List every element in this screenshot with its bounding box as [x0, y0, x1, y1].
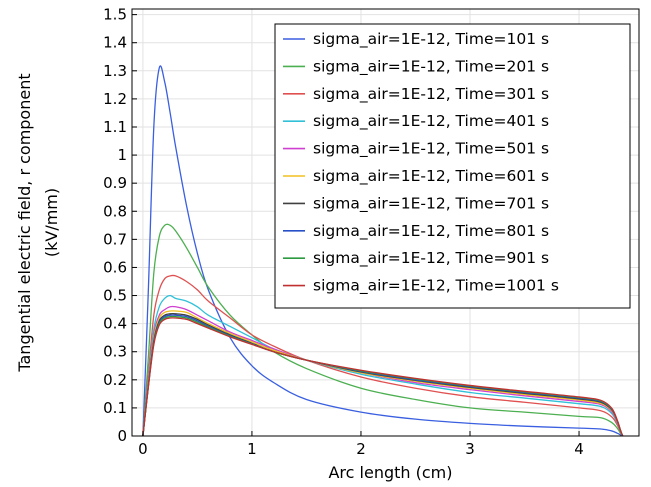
y-tick-label: 1 [117, 146, 127, 164]
y-axis-title-line2: (kV/mm) [42, 188, 61, 257]
series-line-4 [142, 294, 624, 437]
y-tick-label: 0.4 [103, 315, 127, 333]
y-tick-label: 0.2 [103, 371, 127, 389]
y-tick-label: 0.1 [103, 399, 127, 417]
legend-entry: sigma_air=1E-12, Time=601 s [313, 167, 549, 186]
x-tick-label: 3 [465, 440, 475, 458]
series-layer [142, 65, 624, 437]
x-tick-label: 2 [356, 440, 366, 458]
series-line-3 [142, 274, 624, 437]
plot-frame [131, 8, 640, 437]
y-tick-label: 0 [117, 427, 127, 445]
y-tick-label: 0.8 [103, 202, 127, 220]
y-tick-label: 1.5 [103, 6, 127, 24]
y-tick-label: 1.3 [103, 62, 127, 80]
legend-entry: sigma_air=1E-12, Time=301 s [313, 85, 549, 104]
y-tick-label: 0.5 [103, 287, 127, 305]
y-tick-label: 1.2 [103, 90, 127, 108]
legend-entry: sigma_air=1E-12, Time=401 s [313, 112, 549, 131]
y-axis-title-line1: Tangential electric field, r component [15, 73, 34, 372]
x-tick-label: 0 [138, 440, 148, 458]
axis-ticks: 0 1 2 3 4 0 0.1 0.2 0.3 0.4 0.5 0.6 0.7 0.8 0.9 1 1.1 1.2… [103, 6, 584, 458]
legend-entry: sigma_air=1E-12, Time=701 s [313, 194, 549, 213]
legend-entry: sigma_air=1E-12, Time=901 s [313, 249, 549, 268]
legend-entry: sigma_air=1E-12, Time=1001 s [313, 277, 559, 296]
y-tick-label: 1.1 [103, 118, 127, 136]
legend-entry: sigma_air=1E-12, Time=801 s [313, 222, 549, 241]
y-tick-label: 0.9 [103, 174, 127, 192]
x-axis-title: Arc length (cm) [328, 463, 452, 482]
series-line-6 [142, 310, 624, 437]
legend-box [274, 23, 631, 309]
legend-entry: sigma_air=1E-12, Time=101 s [313, 30, 549, 49]
y-tick-label: 0.7 [103, 230, 127, 248]
series-line-5 [142, 305, 624, 437]
series-line-2 [142, 223, 624, 437]
x-tick-label: 1 [247, 440, 257, 458]
series-line-1 [142, 65, 623, 437]
legend: sigma_air=1E-12, Time=101 s sigma_air=1E-… [274, 23, 631, 309]
y-tick-label: 0.6 [103, 258, 127, 276]
y-tick-label: 0.3 [103, 343, 127, 361]
legend-entry: sigma_air=1E-12, Time=501 s [313, 140, 549, 159]
series-line-10 [142, 317, 624, 437]
y-tick-label: 1.4 [103, 34, 127, 52]
x-tick-label: 4 [574, 440, 584, 458]
legend-entry: sigma_air=1E-12, Time=201 s [313, 57, 549, 76]
